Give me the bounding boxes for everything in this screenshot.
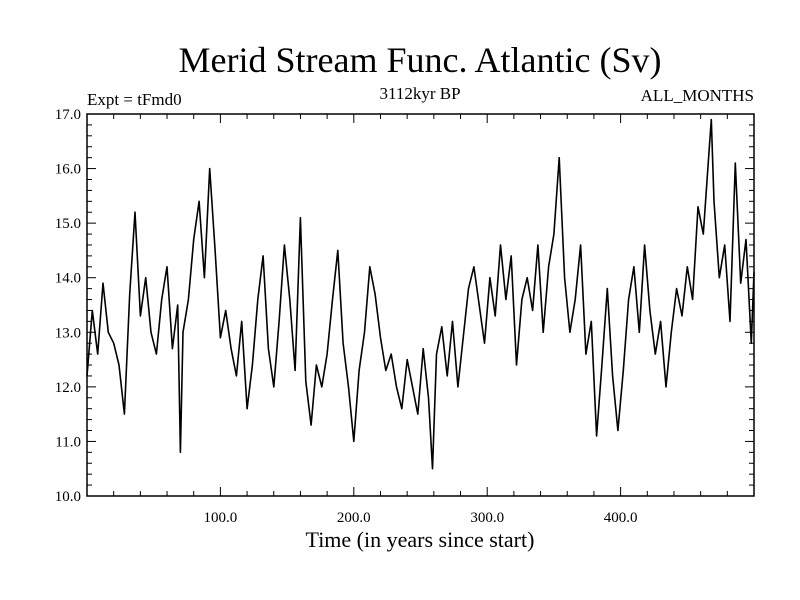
- y-tick-label: 13.0: [55, 325, 81, 341]
- axis-ticks: [87, 113, 754, 497]
- months-label: ALL_MONTHS: [641, 86, 754, 105]
- period-label: 3112kyr BP: [379, 84, 460, 103]
- y-tick-label: 11.0: [55, 434, 81, 450]
- y-tick-label: 14.0: [55, 271, 81, 287]
- experiment-label: Expt = tFmd0: [87, 90, 182, 109]
- x-axis-label: Time (in years since start): [306, 527, 535, 552]
- y-tick-label: 10.0: [55, 489, 81, 505]
- x-tick-label: 200.0: [337, 510, 371, 526]
- y-tick-label: 16.0: [55, 162, 81, 178]
- data-series: [86, 118, 755, 470]
- x-tick-label: 400.0: [604, 510, 638, 526]
- x-tick-label: 300.0: [470, 510, 504, 526]
- chart-title: Merid Stream Func. Atlantic (Sv): [179, 40, 662, 80]
- axis-tick-labels: 10.0 11.0 12.0 13.0 14.0 15.0 16.0 17.0 100.0 200…: [55, 107, 638, 526]
- series-line: [86, 118, 755, 470]
- y-tick-label: 12.0: [55, 380, 81, 396]
- y-tick-label: 15.0: [55, 216, 81, 232]
- plot-frame: [86, 113, 755, 497]
- x-tick-label: 100.0: [204, 510, 238, 526]
- y-tick-label: 17.0: [55, 107, 81, 123]
